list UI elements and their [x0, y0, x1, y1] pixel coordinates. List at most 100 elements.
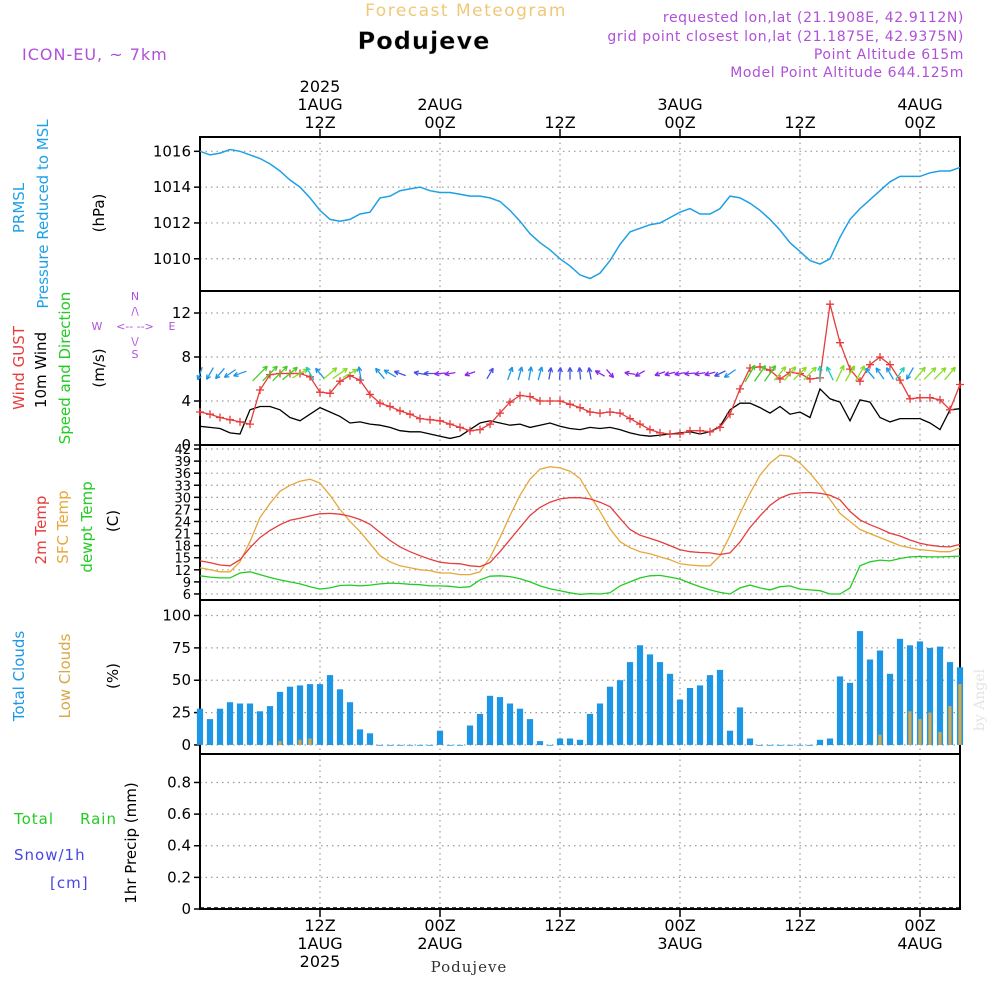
- product-title: Forecast Meteogram: [365, 1, 567, 21]
- time-label: 1AUG: [297, 95, 342, 114]
- wind-arrow: [262, 365, 278, 382]
- total-cloud-bar: [896, 638, 904, 745]
- gust-marker: [446, 420, 454, 429]
- temp2m-label: 2m Temp: [32, 496, 50, 565]
- time-label: 12Z: [304, 916, 335, 935]
- wind-arrow: [423, 370, 437, 377]
- total-cloud-bar: [306, 684, 314, 745]
- gust-marker: [456, 423, 464, 432]
- gust-marker: [916, 393, 924, 402]
- total-cloud-bar: [786, 744, 794, 746]
- panel-clouds: 0 25 50 75 100: [162, 599, 964, 755]
- series-dewpt: [199, 555, 961, 596]
- gust-marker: [836, 338, 844, 347]
- ytick-label-pressure: 1016: [153, 142, 191, 160]
- gust-marker: [606, 408, 614, 416]
- gust-marker: [426, 415, 434, 424]
- total-clouds-label: Total Clouds: [10, 631, 28, 723]
- time-label: 3AUG: [657, 934, 702, 953]
- ytick-label-pressure: 1010: [153, 250, 191, 268]
- gust-marker: [476, 425, 484, 434]
- ytick-label-precip: 0.4: [167, 837, 191, 855]
- low-cloud-bar: [908, 711, 912, 745]
- ytick-label-temperature: 12: [174, 564, 191, 579]
- gust-marker: [676, 430, 684, 438]
- time-label: 4AUG: [897, 95, 942, 114]
- total-cloud-bar: [846, 682, 854, 745]
- gust-marker: [806, 375, 814, 383]
- wind-arrow: [634, 370, 646, 377]
- total-cloud-bar: [426, 744, 434, 746]
- gust-marker: [646, 425, 654, 434]
- total-cloud-bar: [706, 675, 714, 745]
- wind-arrow: [817, 365, 823, 381]
- total-cloud-bar: [946, 662, 954, 745]
- gust-marker: [196, 408, 204, 416]
- wind-arrow: [763, 365, 777, 382]
- total-cloud-bar: [716, 669, 724, 745]
- total-cloud-bar: [416, 744, 424, 746]
- gust-marker: [686, 426, 694, 435]
- total-cloud-bar: [506, 703, 514, 745]
- gust-marker: [866, 360, 874, 369]
- wind-arrow: [933, 367, 947, 380]
- gust-marker: [906, 394, 914, 403]
- gust-marker: [506, 398, 514, 407]
- compass-arrows-v2: \/: [131, 335, 139, 348]
- gust-marker: [336, 377, 344, 386]
- wind-arrow: [875, 367, 885, 380]
- total-cloud-bar: [196, 708, 204, 745]
- gust-marker: [956, 380, 964, 389]
- wind-arrow: [567, 367, 573, 380]
- gust-marker: [316, 388, 324, 397]
- gust-marker: [436, 416, 444, 425]
- total-cloud-bar: [626, 662, 634, 745]
- speed-dir-label: Speed and Direction: [56, 292, 74, 445]
- total-cloud-bar: [886, 673, 894, 745]
- total-cloud-bar: [646, 654, 654, 745]
- time-label: 00Z: [664, 916, 695, 935]
- pressure-label-1: PRMSL: [10, 182, 28, 233]
- total-cloud-bar: [446, 744, 454, 746]
- wind-arrow: [272, 365, 288, 382]
- low-cloud-bar: [948, 706, 952, 745]
- gust-marker: [376, 399, 384, 408]
- pressure-unit: (hPa): [90, 194, 108, 233]
- wind-arrow: [444, 370, 456, 377]
- panel-pressure: 1010 1012 1014 1016: [153, 136, 961, 292]
- precip-snow-label: Snow/1h: [14, 846, 86, 864]
- low-cloud-bar: [958, 684, 962, 745]
- wind-arrow: [723, 369, 736, 379]
- ytick-label-temperature: 27: [174, 503, 191, 518]
- total-cloud-bar: [346, 702, 354, 745]
- wind-arrow: [624, 370, 636, 377]
- time-label: 12Z: [544, 113, 575, 132]
- total-cloud-bar: [526, 719, 534, 745]
- sfctemp-label: SFC Temp: [54, 490, 72, 563]
- total-cloud-bar: [916, 641, 924, 745]
- time-label: 2AUG: [417, 934, 462, 953]
- time-label: 00Z: [424, 916, 455, 935]
- total-cloud-bar: [606, 686, 614, 745]
- wind-arrow: [674, 370, 686, 377]
- total-cloud-bar: [856, 631, 864, 745]
- wind-arrow: [305, 366, 315, 381]
- low-cloud-bar: [298, 739, 302, 745]
- total-cloud-bar: [586, 713, 594, 745]
- wind-arrow: [322, 367, 338, 380]
- frame-precip: [199, 753, 961, 910]
- wind-arrow: [713, 370, 726, 377]
- total-cloud-bar: [406, 744, 414, 746]
- low-cloud-bar: [938, 732, 942, 745]
- total-cloud-bar: [546, 744, 554, 746]
- wind-arrow: [895, 366, 905, 380]
- ytick-label-temperature: 39: [174, 455, 191, 470]
- precip-rain-label: Rain: [80, 810, 117, 828]
- gust-marker: [696, 426, 704, 435]
- gust-marker: [856, 377, 864, 386]
- time-label: 00Z: [424, 113, 455, 132]
- total-cloud-bar: [656, 662, 664, 745]
- total-cloud-bar: [806, 744, 814, 746]
- wind-arrow: [393, 370, 406, 377]
- time-label: 2025: [300, 952, 341, 971]
